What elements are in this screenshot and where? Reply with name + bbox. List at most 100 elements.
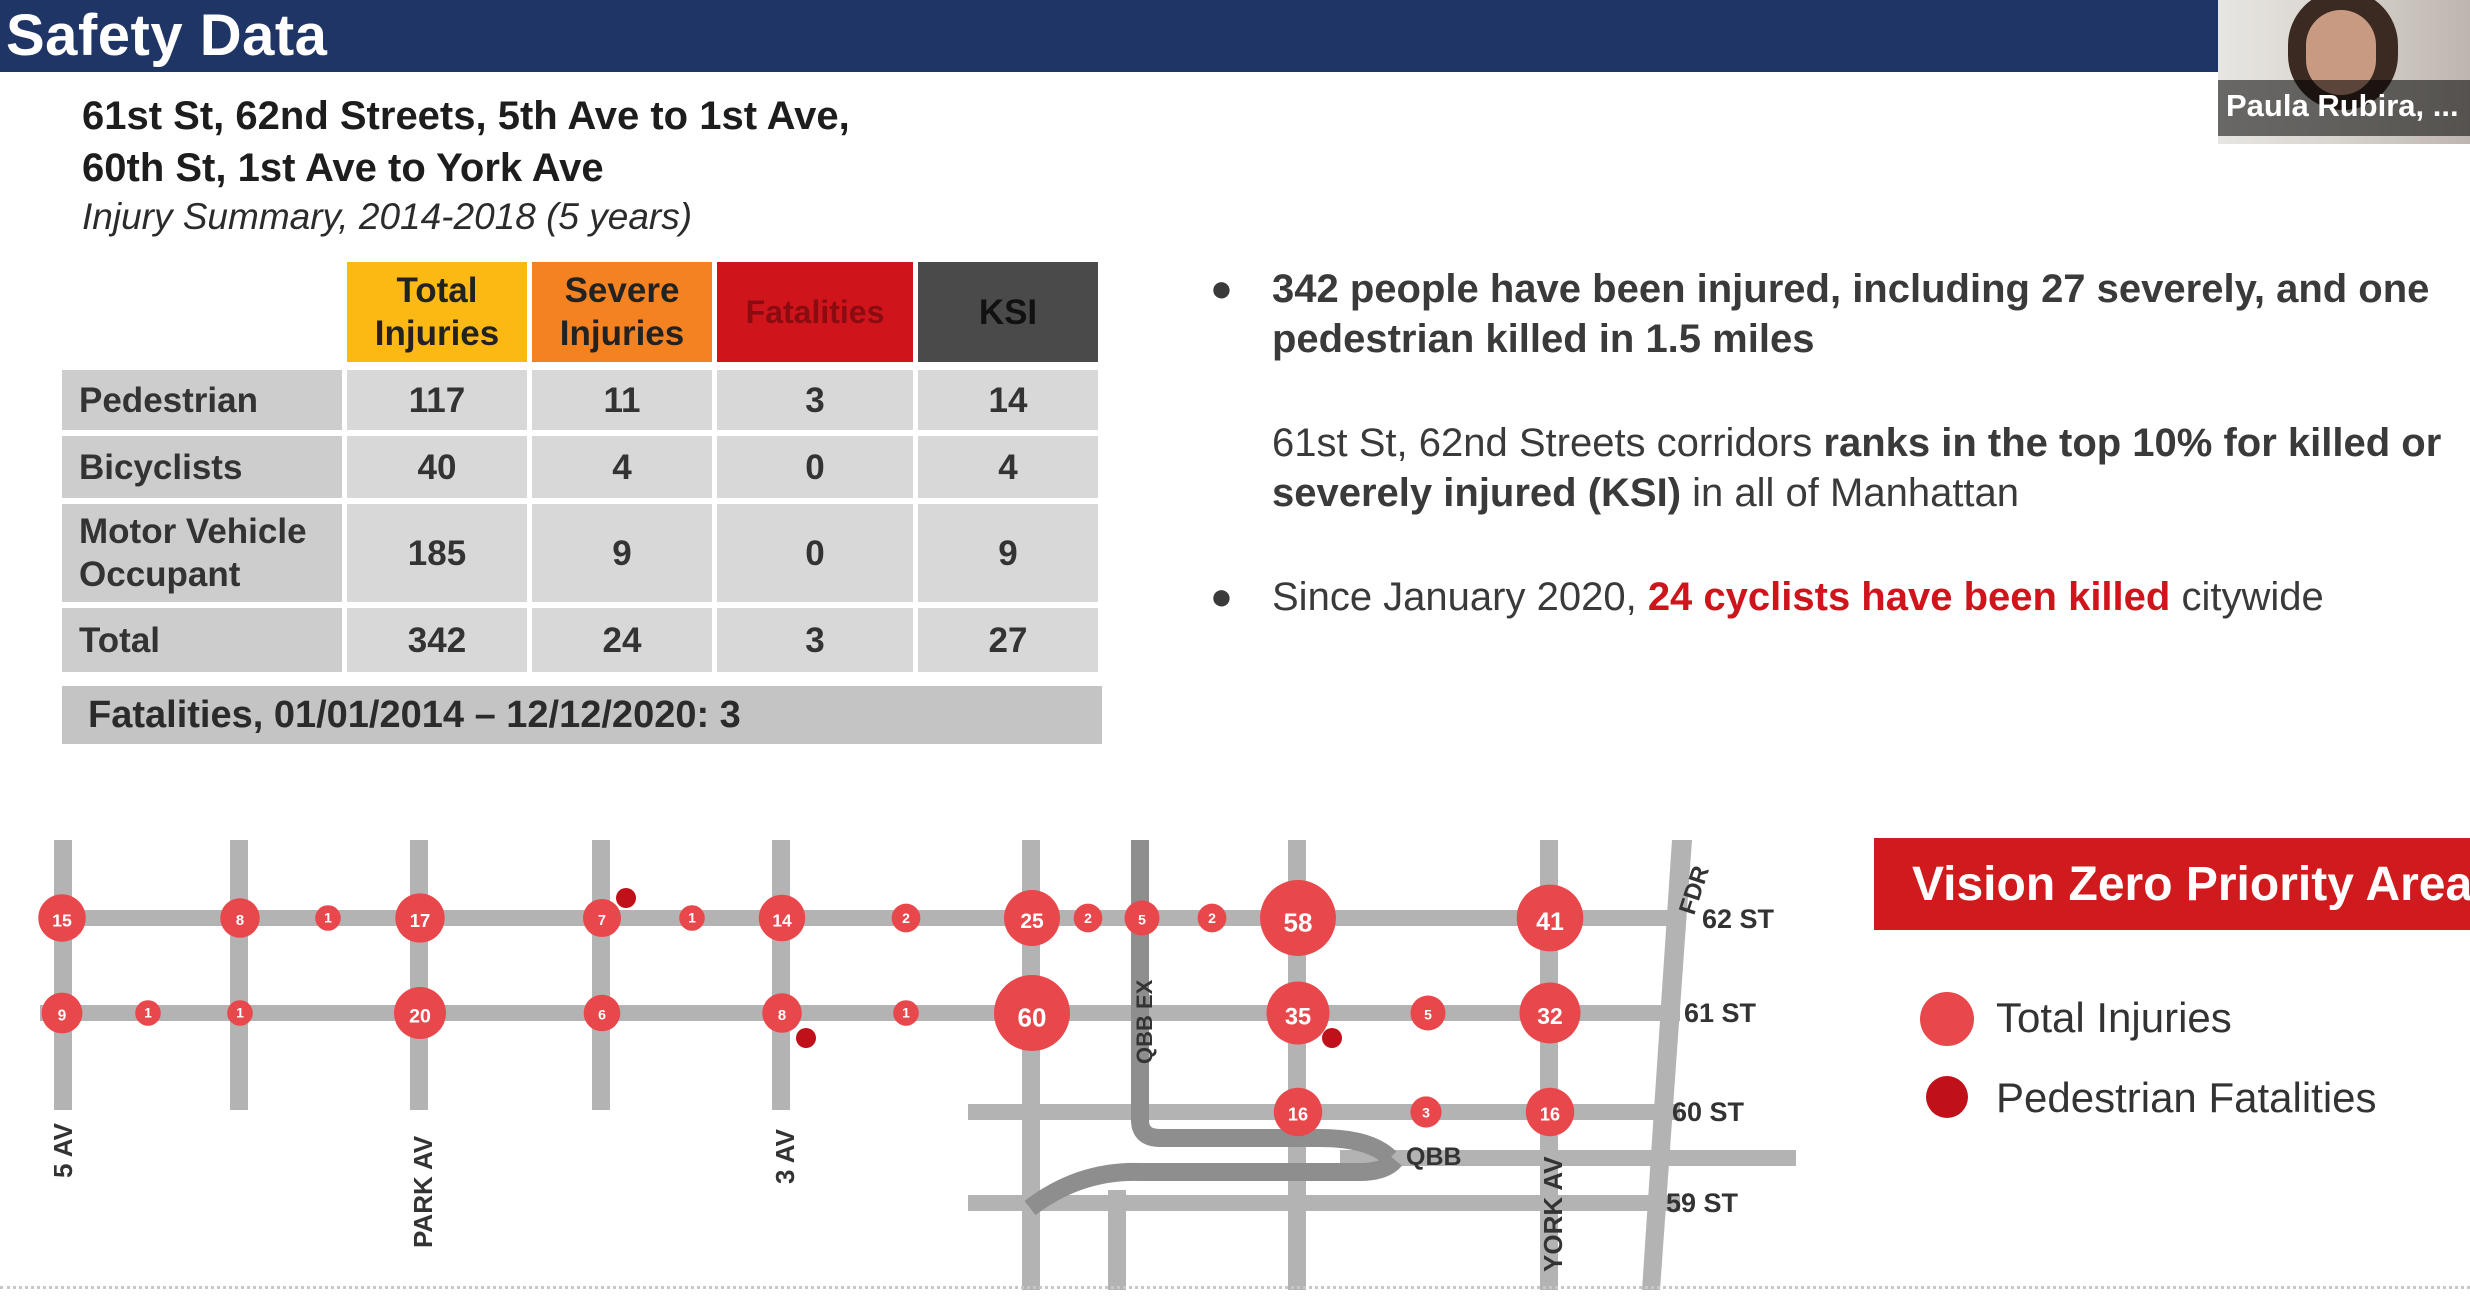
street-label-61-st: 61 ST [1684, 998, 1757, 1028]
injury-count-label: 16 [1288, 1105, 1308, 1125]
injury-count-label: 60 [1018, 1003, 1047, 1033]
column-header-ksi: KSI [918, 262, 1098, 362]
cell-value: 117 [347, 370, 527, 430]
street-label-59-st: 59 ST [1666, 1188, 1739, 1218]
avenue-3-av [772, 840, 790, 1110]
cell-value: 4 [918, 436, 1098, 498]
injury-count-label: 1 [144, 1005, 152, 1021]
bullet-ksi-rank: ● 61st St, 62nd Streets corridors ranks … [1272, 418, 2470, 518]
injury-count-label: 20 [409, 1005, 431, 1027]
bullet-cyclists: ● Since January 2020, 24 cyclists have b… [1210, 572, 2470, 622]
street-label-qbb-ex: QBB EX [1132, 979, 1157, 1064]
cell-value: 14 [918, 370, 1098, 430]
injury-count-label: 2 [1084, 910, 1092, 926]
injury-count-label: 41 [1536, 908, 1564, 936]
injury-count-label: 1 [236, 1005, 244, 1021]
injury-marker [1273, 1087, 1323, 1137]
fatality-dot [1322, 1028, 1342, 1048]
injury-count-label: 9 [58, 1007, 67, 1024]
bullet-text-a: Since January 2020, [1272, 575, 1648, 619]
injury-marker [1410, 1096, 1442, 1128]
avenue [592, 840, 610, 1110]
injury-marker [1197, 903, 1227, 933]
street-label-62-st: 62 ST [1702, 904, 1775, 934]
injury-count-label: 17 [410, 910, 431, 931]
slide-header: Safety Data [0, 0, 2218, 72]
avenue [230, 840, 248, 1110]
injury-marker [758, 894, 806, 942]
injury-marker [582, 898, 622, 938]
corridor-title-line1: 61st St, 62nd Streets, 5th Ave to 1st Av… [82, 94, 850, 138]
injury-count-label: 8 [236, 913, 244, 929]
corridor-title-line2: 60th St, 1st Ave to York Ave [82, 146, 604, 190]
cell-value: 3 [717, 608, 913, 672]
injury-count-label: 7 [598, 913, 606, 929]
injury-count-label: 2 [1208, 910, 1216, 926]
injury-marker [762, 993, 802, 1033]
participant-video-tile[interactable]: Paula Rubira, ... [2218, 0, 2470, 144]
injury-marker [1519, 982, 1581, 1044]
qbb-road [1340, 1150, 1796, 1166]
bullet-injury-count: ● 342 people have been injured, includin… [1210, 264, 2452, 364]
injury-count-label: 15 [52, 911, 72, 931]
cell-value: 3 [717, 370, 913, 430]
injury-count-label: 2 [902, 910, 910, 926]
column-header-fatalities: Fatalities [717, 262, 913, 362]
injury-marker [1525, 1087, 1575, 1137]
row-label-pedestrian: Pedestrian [62, 370, 342, 430]
street-59-st [968, 1195, 1680, 1211]
injury-count-label: 32 [1537, 1003, 1562, 1029]
bullet-text-a: 61st St, 62nd Streets corridors [1272, 421, 1824, 465]
injury-count-label: 5 [1424, 1006, 1432, 1022]
injury-marker [1260, 880, 1336, 956]
participant-name-bar [2218, 80, 2470, 136]
injury-count-label: 1 [324, 910, 332, 926]
injury-count-label: 25 [1020, 910, 1044, 933]
injury-marker [38, 894, 86, 942]
bullet-text-b: ranks in the top 10% for killed or sever… [1272, 421, 2442, 515]
injury-count-label: 35 [1285, 1004, 1311, 1030]
legend-label-pedestrian-fatalities: Pedestrian Fatalities [1996, 1074, 2377, 1121]
injury-marker [1004, 890, 1060, 946]
bullet-text-b: 24 cyclists have been killed [1647, 575, 2171, 619]
avenue [1022, 840, 1040, 1290]
bullet-dot: ● [1210, 268, 1233, 310]
injury-count-label: 8 [778, 1008, 786, 1024]
cell-value: 40 [347, 436, 527, 498]
injury-count-label: 6 [598, 1007, 606, 1023]
injury-count-label: 1 [688, 910, 696, 926]
avenue-park-av [410, 840, 428, 1110]
bullet-dot: ● [1210, 576, 1233, 618]
street-label-york-av: YORK AV [1538, 1156, 1568, 1272]
cell-value: 4 [532, 436, 712, 498]
legend-label-total-injuries: Total Injuries [1996, 994, 2232, 1041]
injury-marker [1410, 995, 1446, 1031]
legend-title: Vision Zero Priority Area [1874, 838, 2470, 930]
injury-count-label: 3 [1422, 1105, 1430, 1121]
injury-marker [227, 1000, 253, 1026]
row-label-total: Total [62, 608, 342, 672]
street-label-qbb: QBB [1406, 1143, 1462, 1171]
cell-value: 9 [532, 504, 712, 602]
injury-count-label: 5 [1138, 911, 1146, 927]
avenue-stub [1108, 1190, 1126, 1290]
street-62-st [40, 910, 1680, 926]
cell-value: 0 [717, 436, 913, 498]
injury-marker [893, 1000, 919, 1026]
street-label-60-st: 60 ST [1672, 1097, 1745, 1127]
slide-bottom-border [0, 1286, 2470, 1289]
injury-count-label: 14 [772, 910, 792, 930]
injury-marker [220, 898, 260, 938]
injury-marker [394, 987, 446, 1039]
row-label-motor-vehicle-occupant: Motor Vehicle Occupant [62, 504, 342, 602]
fdr-drive [1642, 840, 1692, 1290]
cell-value: 9 [918, 504, 1098, 602]
bullet-text-c: in all of Manhattan [1681, 471, 2020, 515]
qbb-ramp [1024, 1153, 1402, 1216]
cell-value: 24 [532, 608, 712, 672]
injury-marker [41, 992, 83, 1034]
fatalities-note: Fatalities, 01/01/2014 – 12/12/2020: 3 [62, 686, 1102, 744]
avenue-york-av [1540, 840, 1558, 1290]
injury-marker [994, 975, 1070, 1051]
